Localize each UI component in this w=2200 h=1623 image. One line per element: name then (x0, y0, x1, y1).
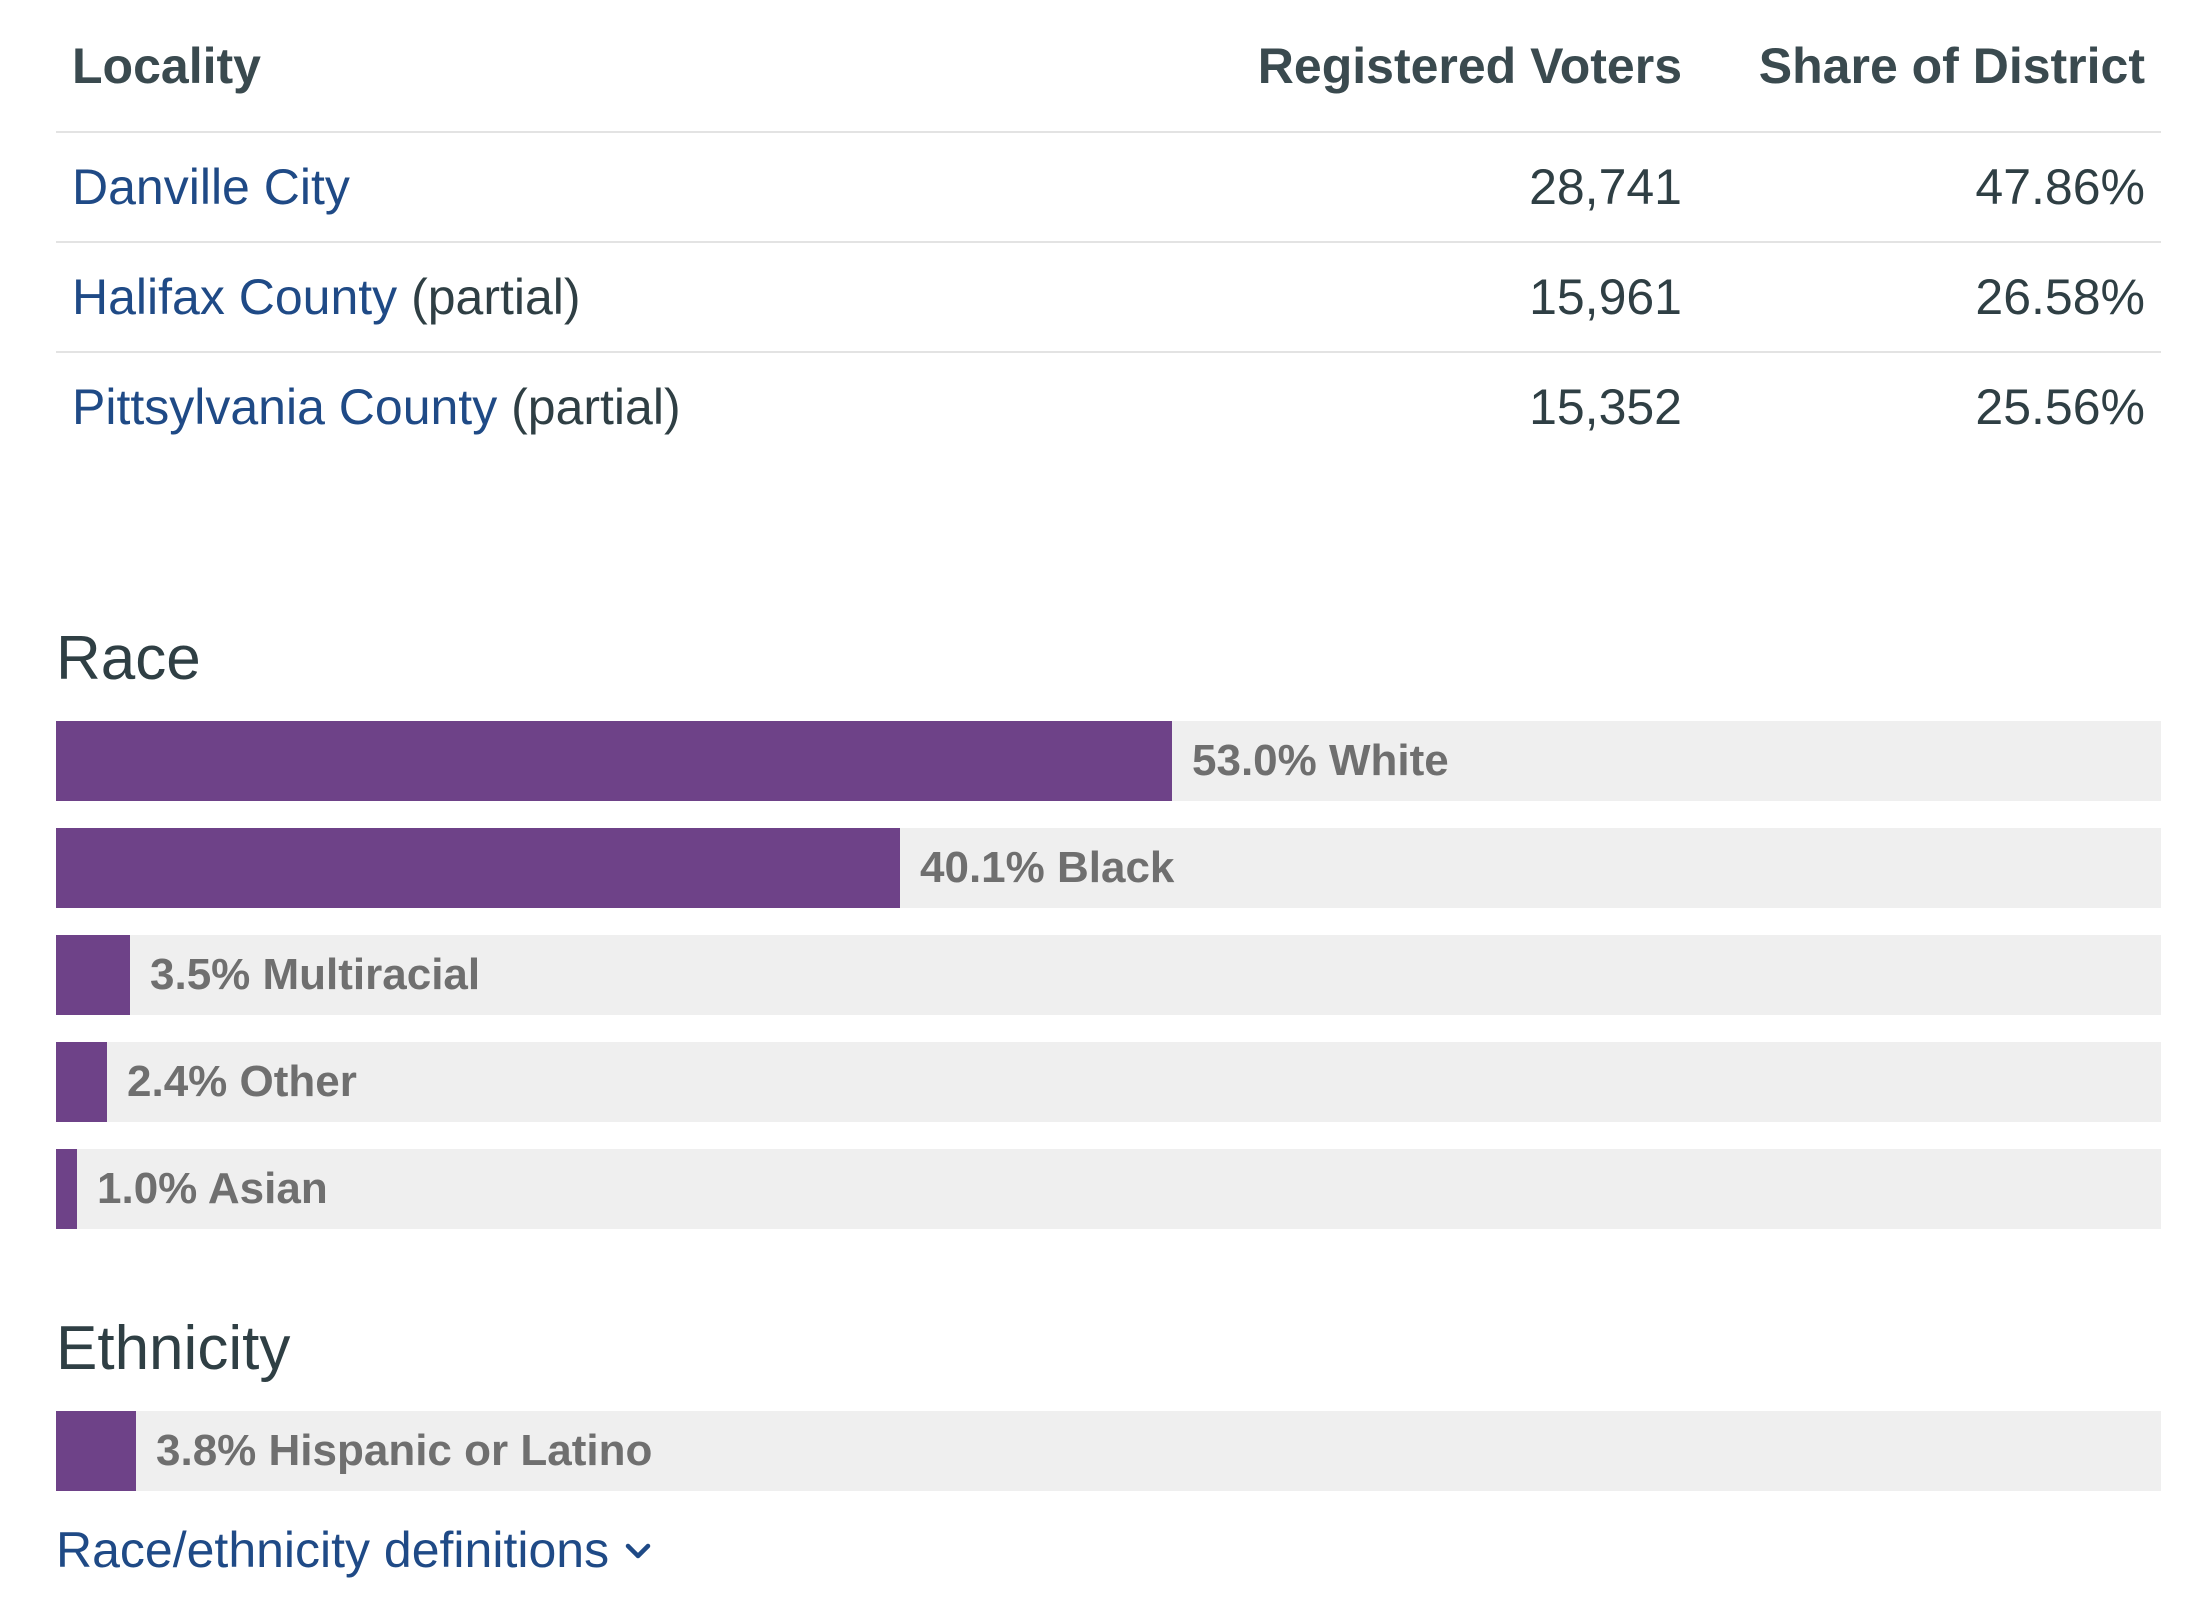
registered-voters-cell: 15,352 (1529, 379, 1682, 435)
bar-white (56, 721, 1172, 801)
chevron-down-icon (625, 1543, 651, 1559)
bar-label-white: 53.0% White (1192, 736, 1449, 785)
bar-label-multiracial: 3.5% Multiracial (150, 950, 481, 999)
partial-note: (partial) (411, 269, 581, 325)
table-header-row: Locality Registered Voters Share of Dist… (56, 0, 2161, 133)
race-title: Race (56, 624, 201, 693)
table-row: Danville City 28,741 47.86% (56, 132, 2161, 243)
bar-label-black: 40.1% Black (920, 843, 1175, 892)
bar-hispanic-or-latino (56, 1411, 136, 1491)
bar-other (56, 1042, 107, 1122)
bar-track-multiracial: 3.5% Multiracial (56, 935, 2161, 1015)
bar-black (56, 828, 900, 908)
locality-link-danville[interactable]: Danville City (72, 159, 350, 215)
bar-track-asian: 1.0% Asian (56, 1149, 2161, 1229)
locality-cell: Pittsylvania County (partial) (56, 352, 1188, 461)
race-bar-chart: 53.0% White 40.1% Black 3.5% Multiracial 2.… (56, 721, 2161, 1256)
registered-voters-cell: 28,741 (1188, 132, 1698, 243)
district-demographics: Locality Registered Voters Share of Dist… (56, 0, 2161, 1575)
bar-asian (56, 1149, 77, 1229)
share-cell: 26.58% (1698, 242, 2161, 353)
definitions-link-label: Race/ethnicity definitions (56, 1522, 610, 1578)
bar-track-black: 40.1% Black (56, 828, 2161, 908)
bar-label-asian: 1.0% Asian (97, 1164, 328, 1213)
locality-link-pittsylvania[interactable]: Pittsylvania County (72, 379, 498, 435)
bar-track-hispanic-or-latino: 3.8% Hispanic or Latino (56, 1411, 2161, 1491)
bar-track-other: 2.4% Other (56, 1042, 2161, 1122)
ethnicity-bar-chart: 3.8% Hispanic or Latino (56, 1411, 2161, 1518)
partial-note: (partial) (511, 379, 681, 435)
registered-voters-cell: 15,961 (1188, 242, 1698, 353)
share-cell: 25.56% (1975, 379, 2145, 435)
bar-multiracial (56, 935, 130, 1015)
ethnicity-title: Ethnicity (56, 1314, 291, 1383)
header-share-of-district: Share of District (1698, 0, 2161, 133)
locality-link-halifax[interactable]: Halifax County (72, 269, 398, 325)
share-cell: 47.86% (1698, 132, 2161, 243)
table-row: Pittsylvania County (partial) 15,352 25.… (56, 352, 2161, 461)
race-ethnicity-definitions-toggle[interactable]: Race/ethnicity definitions (56, 1525, 651, 1575)
header-registered-voters: Registered Voters (1188, 0, 1698, 133)
bar-label-other: 2.4% Other (127, 1057, 357, 1106)
header-locality: Locality (56, 0, 1188, 133)
bar-label-hispanic-or-latino: 3.8% Hispanic or Latino (156, 1426, 653, 1475)
locality-cell: Halifax County (partial) (56, 242, 1188, 353)
locality-cell: Danville City (56, 132, 1188, 243)
bar-track-white: 53.0% White (56, 721, 2161, 801)
locality-table: Locality Registered Voters Share of Dist… (56, 0, 2161, 461)
table-row: Halifax County (partial) 15,961 26.58% (56, 242, 2161, 353)
